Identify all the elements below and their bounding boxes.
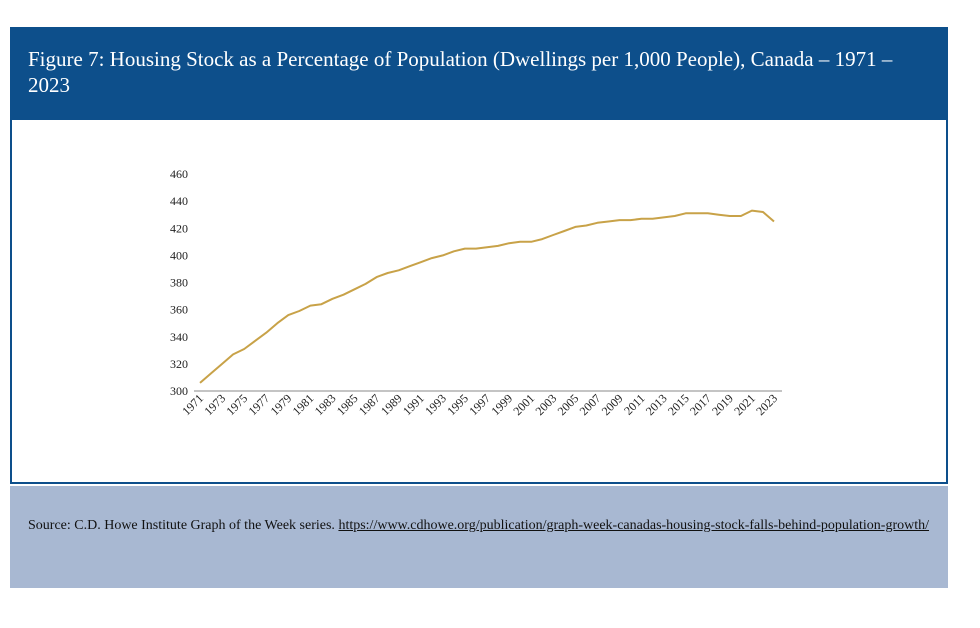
x-tick-label: 1997 xyxy=(466,391,493,418)
x-tick-label: 1995 xyxy=(444,391,471,418)
x-tick-label: 1987 xyxy=(356,391,383,418)
y-tick-label: 460 xyxy=(170,167,188,181)
x-tick-label: 2009 xyxy=(599,391,626,418)
x-tick-label: 2007 xyxy=(577,391,604,418)
x-tick-label: 2021 xyxy=(731,391,758,418)
x-tick-label: 1975 xyxy=(223,391,250,418)
x-tick-label: 2001 xyxy=(510,391,537,418)
y-tick-label: 400 xyxy=(170,248,188,262)
x-tick-label: 2017 xyxy=(687,391,714,418)
x-tick-label: 1989 xyxy=(378,391,405,418)
y-tick-label: 440 xyxy=(170,194,188,208)
x-tick-label: 1979 xyxy=(268,391,295,418)
x-tick-label: 1993 xyxy=(422,391,449,418)
x-tick-label: 2013 xyxy=(643,391,670,418)
x-tick-label: 1983 xyxy=(312,391,339,418)
x-axis-ticks: 1971197319751977197919811983198519871989… xyxy=(179,391,780,418)
source-note: Source: C.D. Howe Institute Graph of the… xyxy=(28,516,930,536)
source-label: Source: C.D. Howe Institute Graph of the… xyxy=(28,518,339,533)
figure-title: Figure 7: Housing Stock as a Percentage … xyxy=(28,47,893,97)
source-box: Source: C.D. Howe Institute Graph of the… xyxy=(10,486,948,588)
series-line-housing-stock xyxy=(199,209,775,384)
x-tick-label: 2011 xyxy=(621,391,648,418)
y-tick-label: 420 xyxy=(170,221,188,235)
x-tick-label: 1981 xyxy=(290,391,317,418)
x-tick-label: 2003 xyxy=(532,391,559,418)
x-tick-label: 1999 xyxy=(488,391,515,418)
line-chart: 300 320 340 360 380 400 420 440 460 197119731975… xyxy=(170,167,782,418)
x-tick-label: 1973 xyxy=(201,391,228,418)
x-tick-label: 2023 xyxy=(753,391,780,418)
x-tick-label: 1985 xyxy=(334,391,361,418)
chart-frame: 300 320 340 360 380 400 420 440 460 1971 1973 1975… xyxy=(10,120,948,484)
y-tick-label: 300 xyxy=(170,384,188,398)
y-tick-label: 340 xyxy=(170,330,188,344)
source-link[interactable]: https://www.cdhowe.org/publication/graph… xyxy=(338,518,930,533)
x-tick-label: 2019 xyxy=(709,391,736,418)
y-tick-label: 380 xyxy=(170,276,188,290)
figure-header: Figure 7: Housing Stock as a Percentage … xyxy=(10,27,948,120)
x-tick-label: 1977 xyxy=(245,391,272,418)
x-tick-label: 1991 xyxy=(400,391,427,418)
x-tick-label: 2005 xyxy=(555,391,582,418)
y-tick-label: 360 xyxy=(170,303,188,317)
y-axis-ticks: 300 320 340 360 380 400 420 440 460 xyxy=(170,167,188,398)
y-tick-label: 320 xyxy=(170,357,188,371)
x-tick-label: 2015 xyxy=(665,391,692,418)
